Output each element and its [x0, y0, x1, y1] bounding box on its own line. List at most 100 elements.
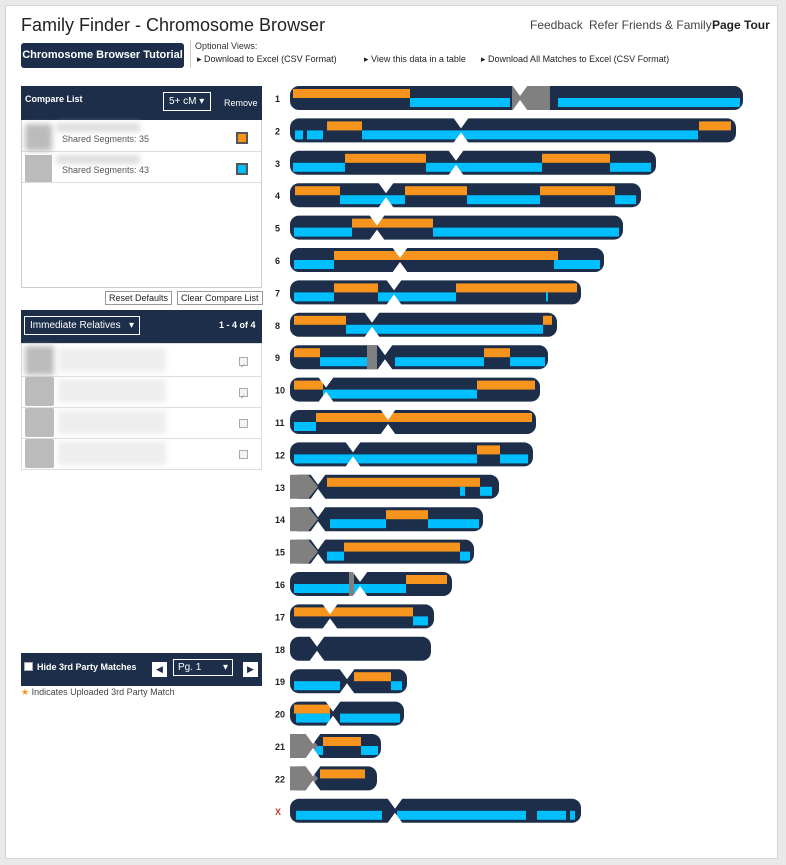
divider	[190, 40, 191, 68]
relative-row	[22, 439, 261, 470]
remove-box[interactable]	[236, 132, 248, 144]
segment-orange	[327, 121, 362, 131]
page-title: Family Finder - Chromosome Browser	[21, 15, 326, 35]
link-text[interactable]: Download to Excel (CSV Format)	[204, 54, 337, 64]
link[interactable]: Page Tour	[712, 18, 770, 32]
avatar	[25, 124, 52, 151]
hide-label: Hide 3rd Party Matches	[37, 662, 137, 672]
segment-cyan	[433, 227, 619, 237]
segment-cyan	[510, 357, 545, 367]
relative-row	[22, 377, 261, 408]
chromosome-label: 9	[275, 353, 280, 363]
label: Optional Views:	[195, 41, 258, 51]
link[interactable]: Feedback	[530, 18, 583, 32]
next-page[interactable]: ▶	[243, 662, 258, 677]
centromere	[309, 635, 325, 662]
segment-cyan	[296, 713, 330, 723]
clear-button[interactable]: Clear Compare List	[177, 291, 263, 305]
centromere	[310, 538, 326, 565]
segment-cyan	[554, 260, 600, 269]
acro-cap	[290, 507, 318, 532]
chromosome-label: X	[275, 807, 281, 817]
segment-cyan	[340, 195, 405, 205]
centromere	[305, 765, 321, 792]
chromosome-label: 11	[275, 418, 285, 428]
compare-row	[22, 121, 261, 152]
segment-cyan	[346, 324, 543, 334]
segment-orange	[406, 575, 447, 584]
segment-cyan	[546, 292, 548, 302]
segment-cyan	[294, 422, 316, 431]
link-text[interactable]: View this data in a table	[371, 54, 466, 64]
segment-cyan	[323, 389, 477, 399]
link[interactable]: ▸ Download to Excel (CSV Format)	[197, 54, 337, 64]
segment-cyan	[330, 519, 386, 529]
acro-cap	[290, 539, 318, 564]
prev-page[interactable]: ◀	[152, 662, 167, 677]
segment-orange	[295, 186, 340, 196]
compare-row	[22, 152, 261, 183]
note-text: Indicates Uploaded 3rd Party Match	[31, 687, 175, 697]
chromosome-label: 3	[275, 159, 280, 169]
relative-checkbox[interactable]	[239, 419, 248, 428]
segment-cyan	[295, 130, 303, 140]
segment-orange	[294, 315, 346, 325]
relative-checkbox[interactable]	[239, 450, 248, 459]
hide-checkbox[interactable]	[24, 662, 33, 671]
chromosome-label: 18	[275, 645, 285, 655]
centromere	[318, 376, 334, 403]
segment-orange	[294, 380, 323, 390]
centromere	[377, 344, 393, 371]
chromosome-label: 16	[275, 580, 285, 590]
segment-cyan	[296, 810, 382, 820]
link-text[interactable]: Download All Matches to Excel (CSV Forma…	[488, 54, 670, 64]
centromere	[339, 668, 355, 695]
relative-row	[22, 346, 261, 377]
segment-cyan	[615, 195, 636, 205]
segment-cyan	[340, 713, 400, 723]
centromere	[305, 733, 321, 759]
centromere	[378, 182, 394, 209]
segment-orange	[477, 380, 535, 390]
chromosome-label: 5	[275, 224, 280, 234]
segment-orange	[316, 413, 532, 422]
segment-orange	[334, 283, 378, 293]
blurred-name	[56, 155, 140, 164]
chromosome-label: 14	[275, 515, 285, 525]
chromosome-label: 12	[275, 450, 285, 460]
reset-button[interactable]: Reset Defaults	[105, 291, 173, 305]
centromere	[325, 700, 341, 727]
segment-cyan	[397, 810, 526, 820]
segment-cyan	[570, 810, 575, 820]
relative-checkbox[interactable]: ✓	[239, 388, 248, 401]
segment-cyan	[480, 486, 492, 496]
chromosome-label: 13	[275, 483, 285, 493]
relative-checkbox[interactable]: ✓	[239, 357, 248, 370]
chromosome-label: 17	[275, 612, 285, 622]
relatives-filter[interactable]: Immediate Relatives ▾	[24, 316, 140, 335]
blurred-name	[58, 441, 166, 465]
segment-orange	[345, 153, 426, 163]
filter-text: 5+ cM	[169, 96, 197, 107]
avatar	[25, 155, 52, 182]
cm-filter[interactable]: 5+ cM ▾	[163, 92, 211, 111]
link[interactable]: Refer Friends & Family	[589, 18, 712, 32]
segment-cyan	[610, 162, 651, 172]
relatives-count: 1 - 4 of 4	[219, 320, 256, 330]
page-select[interactable]: Pg. 1 ▾	[173, 659, 233, 676]
centromere	[322, 603, 338, 630]
remove-box[interactable]	[236, 163, 248, 175]
segment-orange	[334, 251, 558, 260]
segment-orange	[354, 672, 391, 682]
page-text: Pg. 1	[178, 662, 202, 673]
centromere	[453, 117, 469, 144]
segment-cyan	[361, 746, 378, 755]
tutorial-button[interactable]: Chromosome Browser Tutorial	[21, 43, 184, 68]
chromosome-label: 2	[275, 126, 280, 136]
segment-orange	[294, 704, 330, 714]
chromosome-label: 21	[275, 742, 285, 752]
link[interactable]: ▸ Download All Matches to Excel (CSV For…	[481, 54, 670, 64]
segment-cyan	[313, 746, 323, 755]
link[interactable]: ▸ View this data in a table	[364, 54, 466, 64]
chromosome-label: 7	[275, 288, 280, 298]
